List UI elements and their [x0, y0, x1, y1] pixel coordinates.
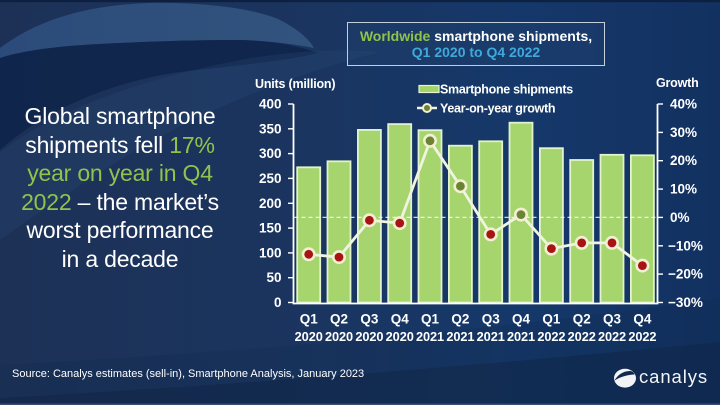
svg-text:40%: 40%	[670, 97, 697, 112]
svg-text:Q4: Q4	[391, 312, 410, 327]
svg-text:250: 250	[259, 171, 282, 186]
svg-text:2022: 2022	[598, 329, 626, 344]
svg-text:−20%: −20%	[668, 267, 703, 282]
svg-text:50: 50	[266, 270, 281, 285]
svg-text:Growth: Growth	[656, 76, 699, 90]
svg-text:2020: 2020	[355, 329, 383, 344]
svg-text:Q1: Q1	[542, 312, 561, 327]
svg-text:2020: 2020	[295, 329, 323, 344]
svg-text:Year-on-year growth: Year-on-year growth	[440, 102, 555, 116]
svg-text:2022: 2022	[568, 329, 596, 344]
svg-text:2022: 2022	[628, 329, 656, 344]
svg-text:Units (million): Units (million)	[255, 77, 335, 91]
svg-text:30%: 30%	[670, 125, 697, 140]
svg-text:Q3: Q3	[603, 312, 622, 327]
svg-text:2020: 2020	[325, 329, 353, 344]
svg-text:−30%: −30%	[668, 295, 703, 310]
svg-text:Q3: Q3	[482, 312, 501, 327]
svg-text:Q2: Q2	[573, 312, 591, 327]
svg-text:Q3: Q3	[360, 312, 379, 327]
svg-text:150: 150	[259, 221, 282, 236]
svg-text:Q2: Q2	[451, 312, 469, 327]
svg-text:350: 350	[259, 121, 282, 136]
svg-text:Q4: Q4	[633, 312, 652, 327]
svg-text:Q1: Q1	[421, 312, 440, 327]
svg-text:canalys: canalys	[639, 366, 708, 387]
svg-text:300: 300	[259, 146, 282, 161]
svg-text:100: 100	[259, 245, 282, 260]
svg-text:2021: 2021	[446, 329, 474, 344]
svg-text:20%: 20%	[670, 153, 697, 168]
svg-text:0%: 0%	[670, 210, 690, 225]
svg-text:2021: 2021	[416, 329, 444, 344]
svg-text:2021: 2021	[477, 329, 505, 344]
svg-text:200: 200	[259, 196, 282, 211]
svg-text:Q2: Q2	[330, 312, 348, 327]
svg-text:2021: 2021	[507, 329, 535, 344]
svg-text:2020: 2020	[386, 329, 414, 344]
svg-text:Q4: Q4	[512, 312, 531, 327]
svg-text:Q1: Q1	[300, 312, 319, 327]
svg-text:Smartphone shipments: Smartphone shipments	[440, 83, 573, 97]
svg-text:400: 400	[259, 97, 282, 112]
svg-text:−10%: −10%	[668, 238, 703, 253]
svg-text:10%: 10%	[670, 182, 697, 197]
svg-text:2022: 2022	[537, 329, 565, 344]
svg-text:0: 0	[274, 295, 282, 310]
